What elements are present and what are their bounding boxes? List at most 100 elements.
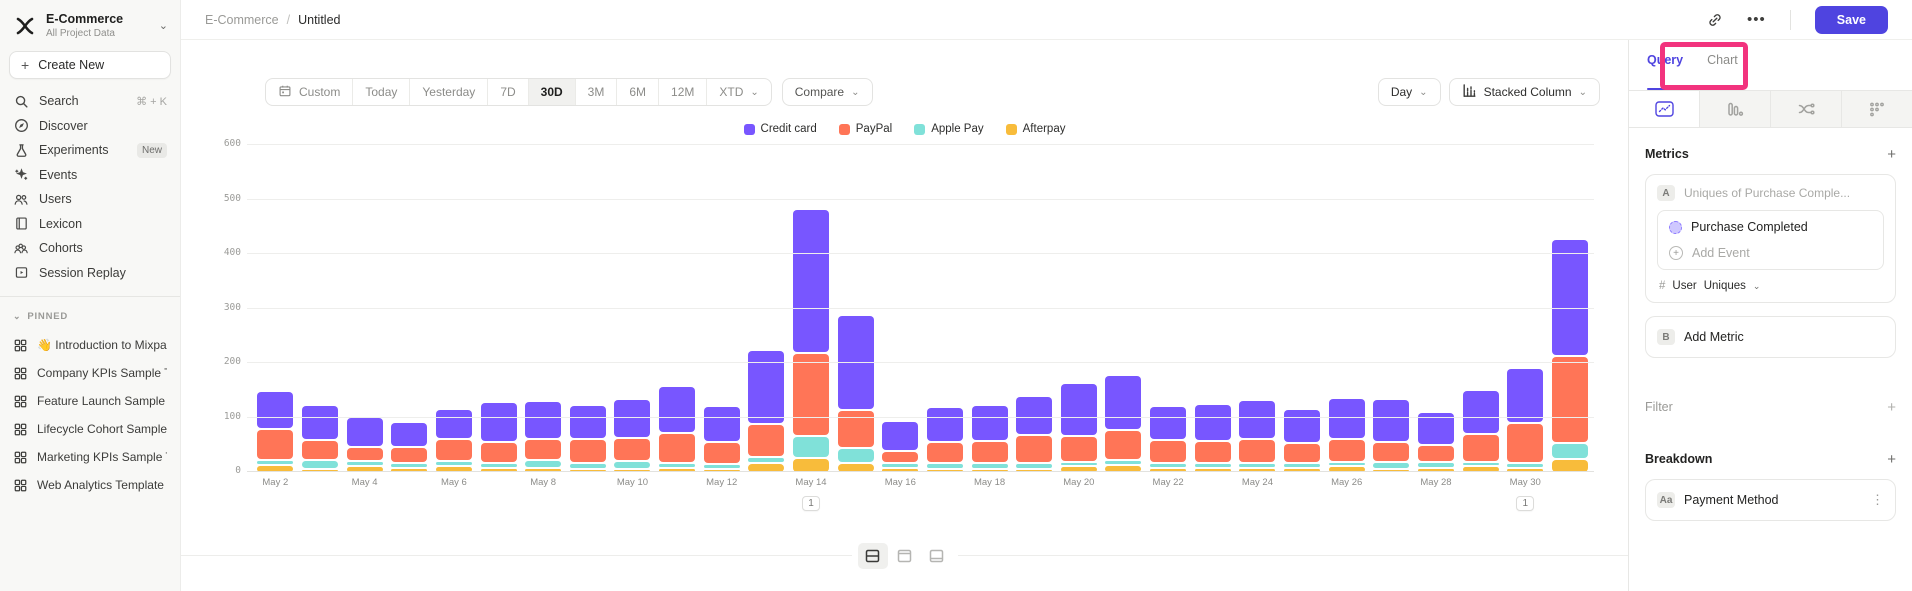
bar-segment-apple-pay[interactable] (793, 436, 829, 457)
bar-segment-afterpay[interactable] (1551, 460, 1588, 472)
bar-segment-afterpay[interactable] (346, 466, 383, 472)
stacked-bar[interactable] (1373, 399, 1410, 472)
stacked-bar[interactable] (659, 386, 696, 472)
granularity-dropdown[interactable]: Day ⌄ (1377, 78, 1441, 106)
bar-segment-credit-card[interactable] (1462, 391, 1499, 433)
agg-type-dropdown[interactable]: Uniques (1703, 280, 1746, 292)
bar-segment-afterpay[interactable] (882, 468, 919, 472)
bar-segment-credit-card[interactable] (301, 405, 338, 439)
bar-segment-afterpay[interactable] (1462, 467, 1499, 472)
legend-item-credit-card[interactable]: Credit card (743, 123, 817, 135)
create-new-button[interactable]: + Create New (9, 51, 171, 79)
bar-segment-paypal[interactable] (1328, 440, 1365, 461)
stacked-bar[interactable] (480, 403, 517, 472)
bar-segment-paypal[interactable] (1284, 444, 1321, 463)
bar-segment-paypal[interactable] (971, 442, 1008, 463)
stacked-bar[interactable] (1328, 398, 1365, 472)
breadcrumb-page[interactable]: Untitled (298, 12, 341, 27)
bar-segment-paypal[interactable] (926, 443, 963, 463)
stacked-bar[interactable] (1150, 407, 1187, 472)
stacked-bar[interactable] (435, 409, 472, 472)
stacked-bar[interactable] (1060, 383, 1097, 472)
bar-segment-afterpay[interactable] (1284, 468, 1321, 472)
bar-segment-afterpay[interactable] (1373, 469, 1410, 472)
bar-segment-paypal[interactable] (435, 439, 472, 461)
stacked-bar[interactable] (837, 315, 874, 472)
bar-segment-credit-card[interactable] (971, 406, 1008, 441)
bar-segment-afterpay[interactable] (614, 469, 651, 472)
bar-segment-afterpay[interactable] (391, 468, 428, 472)
bar-segment-credit-card[interactable] (1507, 369, 1544, 422)
bar-segment-apple-pay[interactable] (1462, 462, 1499, 466)
bar-segment-apple-pay[interactable] (301, 461, 338, 468)
bar-segment-paypal[interactable] (1462, 434, 1499, 461)
retention-tab-icon[interactable] (1842, 91, 1912, 127)
bar-segment-afterpay[interactable] (1105, 465, 1142, 472)
layout-top-bar-button[interactable] (890, 543, 920, 569)
bar-segment-afterpay[interactable] (1016, 469, 1053, 472)
bar-segment-afterpay[interactable] (435, 467, 472, 472)
date-range-xtd[interactable]: XTD ⌄ (707, 79, 770, 105)
stacked-bar[interactable] (1284, 409, 1321, 472)
sidebar-item-lexicon[interactable]: Lexicon (0, 212, 180, 237)
sidebar-item-session-replay[interactable]: Session Replay (0, 261, 180, 286)
bar-segment-paypal[interactable] (1373, 443, 1410, 461)
pinned-board-lifecycle-cohort-sample-temp[interactable]: Lifecycle Cohort Sample Temp (0, 415, 180, 443)
add-breakdown-plus-icon[interactable]: + (1887, 450, 1896, 468)
bar-segment-afterpay[interactable] (1239, 468, 1276, 472)
pinned-board-introduction-to-mixpanel-bo[interactable]: 👋 Introduction to Mixpanel Bo (0, 331, 180, 359)
breakdown-card[interactable]: Aa Payment Method ⋮ (1645, 479, 1896, 521)
stacked-bar[interactable] (525, 401, 562, 472)
flows-tab-icon[interactable] (1771, 91, 1842, 127)
kebab-menu-icon[interactable]: ⋮ (1871, 492, 1884, 507)
stacked-bar[interactable] (1105, 375, 1142, 472)
bar-segment-credit-card[interactable] (926, 408, 963, 442)
sidebar-item-events[interactable]: Events (0, 163, 180, 188)
bar-segment-afterpay[interactable] (480, 468, 517, 472)
bar-segment-paypal[interactable] (1239, 440, 1276, 463)
bar-segment-apple-pay[interactable] (525, 461, 562, 467)
bar-segment-afterpay[interactable] (1060, 467, 1097, 472)
bar-segment-afterpay[interactable] (525, 468, 562, 472)
bar-segment-credit-card[interactable] (748, 351, 785, 423)
bar-segment-credit-card[interactable] (703, 407, 740, 442)
stacked-bar[interactable] (703, 407, 740, 472)
bar-segment-afterpay[interactable] (1194, 468, 1231, 472)
stacked-bar[interactable] (569, 405, 606, 472)
stacked-bar[interactable] (1194, 405, 1231, 472)
add-event-button[interactable]: + Add Event (1669, 246, 1872, 260)
date-range-today[interactable]: Today (353, 79, 411, 105)
bar-segment-apple-pay[interactable] (926, 464, 963, 468)
bar-segment-apple-pay[interactable] (391, 464, 428, 467)
pinned-board-web-analytics-template[interactable]: Web Analytics Template (0, 471, 180, 499)
bar-segment-credit-card[interactable] (435, 409, 472, 438)
bar-segment-credit-card[interactable] (1016, 396, 1053, 434)
layout-split-rows-button[interactable] (857, 543, 888, 569)
bar-segment-credit-card[interactable] (1194, 405, 1231, 441)
stacked-bar[interactable] (1507, 369, 1544, 472)
bar-segment-afterpay[interactable] (257, 465, 294, 472)
bar-segment-afterpay[interactable] (971, 469, 1008, 472)
stacked-bar[interactable] (391, 422, 428, 472)
sidebar-item-search[interactable]: Search ⌘ + K (0, 89, 180, 114)
bar-segment-afterpay[interactable] (659, 468, 696, 472)
legend-item-apple-pay[interactable]: Apple Pay (914, 123, 984, 135)
metric-card-a[interactable]: A Uniques of Purchase Comple... Purchase… (1645, 174, 1896, 303)
bar-segment-paypal[interactable] (1551, 356, 1588, 443)
bar-segment-apple-pay[interactable] (257, 461, 294, 464)
date-range-30d[interactable]: 30D (528, 79, 576, 105)
bar-segment-afterpay[interactable] (301, 469, 338, 472)
stacked-bar[interactable] (1239, 400, 1276, 472)
bar-segment-apple-pay[interactable] (1373, 462, 1410, 468)
metric-card-b[interactable]: B Add Metric (1645, 316, 1896, 358)
bar-segment-credit-card[interactable] (1239, 400, 1276, 439)
pinned-board-company-kpis-sample-templat[interactable]: Company KPIs Sample Templat (0, 359, 180, 387)
date-range-7d[interactable]: 7D (488, 79, 529, 105)
bar-segment-credit-card[interactable] (1150, 407, 1187, 440)
bar-segment-afterpay[interactable] (1150, 468, 1187, 472)
bar-segment-credit-card[interactable] (1328, 398, 1365, 439)
sidebar-item-experiments[interactable]: Experiments New (0, 138, 180, 163)
bar-segment-paypal[interactable] (1016, 435, 1053, 463)
stacked-bar[interactable] (346, 417, 383, 472)
event-row[interactable]: Purchase Completed (1669, 220, 1872, 234)
